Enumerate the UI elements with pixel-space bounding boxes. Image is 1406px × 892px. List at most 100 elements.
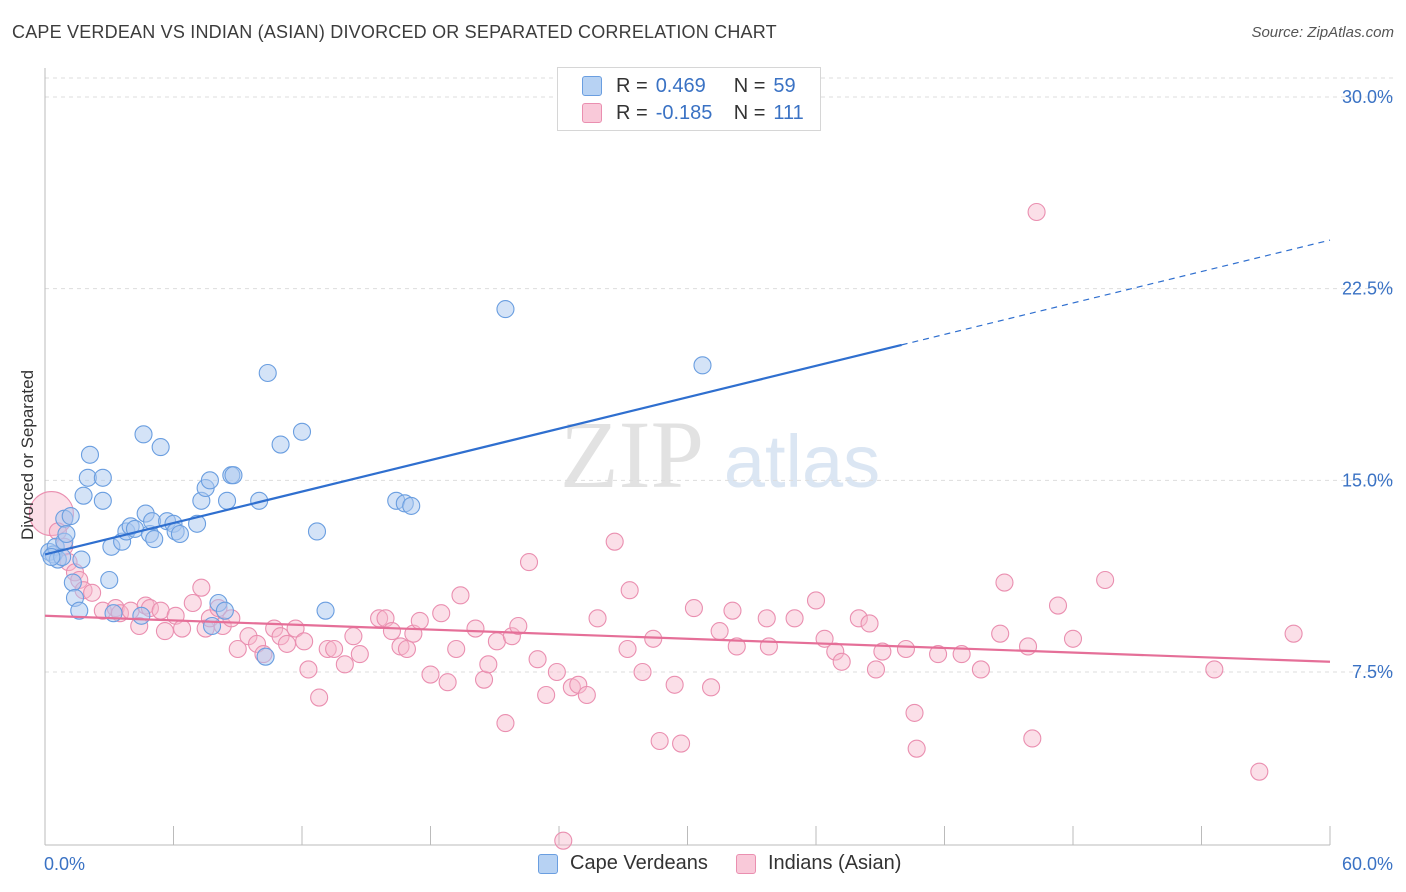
indian-point [723, 601, 742, 620]
cape-verdean-point [693, 356, 712, 375]
indian-point [665, 675, 684, 694]
n-label: N = [733, 101, 766, 124]
indian-point [1018, 637, 1038, 656]
indian-point [447, 639, 466, 659]
indian-point [785, 609, 804, 628]
indian-point [335, 655, 354, 674]
pink-swatch [736, 853, 756, 874]
indian-point [382, 622, 402, 641]
cape-verdean-point [132, 606, 151, 625]
series-legend: Cape Verdeans Indians (Asian) [0, 852, 1406, 878]
indian-point [410, 611, 429, 630]
indian-trend-line [44, 614, 1331, 663]
y-axis-label: Divorced or Separated [18, 369, 37, 541]
cape-verdean-point [203, 616, 222, 636]
chart-title: CAPE VERDEAN VS INDIAN (ASIAN) DIVORCED … [12, 22, 777, 42]
indian-point [806, 591, 826, 610]
indian-point [247, 634, 267, 653]
cape-verdean-point [292, 422, 312, 441]
indian-point [907, 739, 926, 758]
cape-verdean-point [170, 524, 189, 544]
pink-swatch [582, 103, 602, 123]
indian-point [860, 614, 879, 633]
indian-point [192, 578, 211, 597]
indian-point [547, 662, 566, 682]
indian-point [277, 634, 297, 653]
cape-verdean-point [151, 438, 170, 457]
cape-verdean-trend-line [44, 343, 902, 556]
cape-verdean-points [40, 300, 712, 666]
indian-point [896, 639, 916, 659]
indian-point [1205, 660, 1224, 679]
indian-point [1284, 624, 1303, 643]
n-label: N = [733, 74, 766, 97]
cape-verdean-point [145, 530, 164, 549]
indian-point [438, 673, 457, 692]
cape-verdean-point [57, 524, 76, 544]
indian-point [487, 632, 506, 651]
indian-point [173, 619, 192, 638]
cape-verdean-point [93, 491, 112, 510]
indian-point [528, 650, 547, 669]
legend-item-indians[interactable]: Indians (Asian) [736, 852, 901, 875]
indian-point [650, 731, 669, 751]
y-tick-label: 22.5% [1342, 279, 1393, 299]
cape-verdean-point [72, 550, 91, 569]
cape-verdean-point [93, 468, 112, 487]
indian-point [228, 639, 247, 659]
legend-item-cape-verdeans[interactable]: Cape Verdeans [538, 852, 708, 875]
r-value: -0.185 [655, 101, 713, 124]
cape-verdean-point [70, 601, 89, 620]
indian-point [537, 685, 556, 705]
indian-point [991, 624, 1010, 643]
indian-point [344, 627, 363, 646]
indian-point [832, 652, 851, 671]
cape-verdean-point [63, 573, 82, 592]
indian-point [479, 655, 498, 674]
indian-point [310, 688, 329, 707]
indian-point [432, 604, 451, 623]
indian-point [710, 622, 729, 641]
cape-verdean-trend-extension [901, 239, 1331, 346]
indian-point [397, 639, 416, 659]
watermark-zip: ZIP [560, 401, 704, 508]
legend-row-indians: R = -0.185 N = 111 [558, 100, 804, 126]
indian-point [620, 581, 639, 600]
indian-point [588, 609, 607, 628]
cape-verdean-point [271, 435, 290, 454]
indian-point [271, 627, 290, 646]
indian-point [421, 665, 440, 684]
indian-point [866, 660, 886, 679]
trend-lines [44, 239, 1331, 663]
indian-point [1027, 202, 1046, 222]
indian-point [466, 619, 485, 638]
indian-point [155, 622, 174, 641]
indian-point [905, 703, 924, 722]
legend-label: Indians (Asian) [768, 852, 902, 874]
indian-point [509, 616, 528, 636]
legend-label: Cape Verdeans [570, 852, 708, 874]
cape-verdean-point [188, 514, 207, 533]
indian-point [183, 593, 202, 613]
cape-verdean-point [61, 507, 80, 526]
cape-verdean-point [80, 445, 100, 464]
indian-point [318, 639, 337, 659]
indian-point [702, 678, 721, 697]
indian-point [727, 637, 746, 656]
indian-point [299, 660, 318, 679]
cape-verdean-point [74, 486, 93, 505]
indian-point [672, 734, 691, 753]
indian-point [451, 586, 470, 605]
indian-point [1048, 596, 1068, 615]
tick-labels: 7.5% 15.0% 22.5% 30.0% 0.0% 60.0% [44, 87, 1393, 874]
source-credit: Source: ZipAtlas.com [1251, 24, 1394, 41]
cape-verdean-point [256, 647, 275, 666]
cape-verdean-point [224, 466, 243, 485]
cape-verdean-point [258, 363, 277, 383]
axes [44, 68, 1331, 846]
blue-swatch [582, 76, 602, 96]
indian-point [519, 553, 539, 572]
indian-point [151, 601, 170, 620]
stats-legend: R = 0.469 N = 59 R = -0.185 N = 111 [557, 67, 821, 131]
cape-verdean-point [215, 601, 234, 620]
